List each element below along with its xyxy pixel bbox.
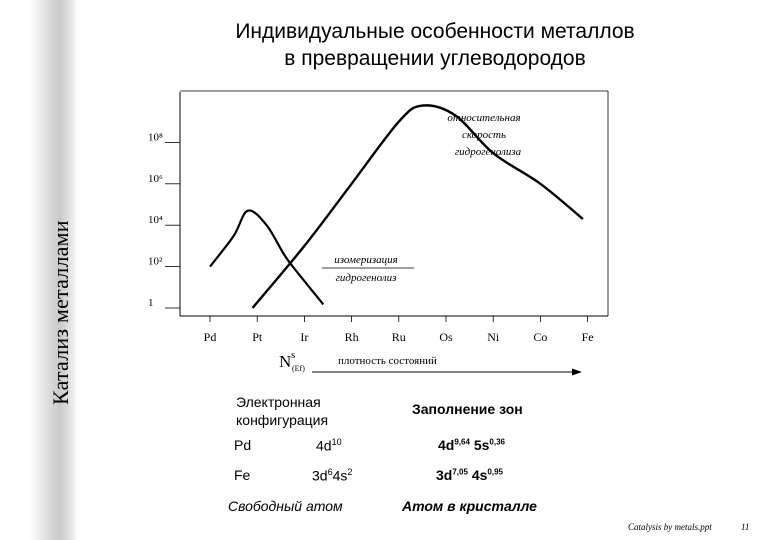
x-tick-label: Pd [204,330,217,344]
footer-page-number: 11 [741,522,750,532]
row-fe-element: Fe [234,467,251,483]
table-foot-free: Свободный атом [228,498,343,514]
x-tick-label: Co [533,330,547,344]
x-tick-label: Rh [345,330,359,344]
row-fe-free-occ-2: 2 [347,467,353,477]
x-tick-label: Ru [392,330,406,344]
x-tick-label: Os [439,330,453,344]
slide-title-line2: в превращении углеводородов [284,47,586,70]
y-tick-label: 10⁶ [148,173,163,185]
row-fe-crystal-a-occ: 7,05 [452,467,468,477]
x-tick-label: Ir [300,330,308,344]
footer-source: Catalysis by metals.ppt [628,522,712,532]
y-tick-label: 10⁸ [148,131,163,143]
label-ratio-bottom: гидрогенолиз [336,272,397,284]
table-head-left-1: Электронная [236,394,321,410]
row-fe-crystal-b: 4s [471,467,488,483]
label-rate-3: гидрогенолиза [455,146,522,158]
row-pd-crystal-a-occ: 9,64 [454,437,470,447]
x-axis-symbol-sup: s [291,349,295,361]
row-fe-crystal-a: 3d [436,467,453,483]
sidebar-gradient [0,0,78,540]
row-fe-free-occ-1: 6 [327,467,333,477]
table-head-left: Электронная конфигурация [236,393,328,429]
x-axis-symbol-sub: (Ef) [292,364,305,373]
x-axis-arrow-head [572,368,582,376]
row-fe-free: 3d64s2 [312,467,352,484]
series-ratio-line [209,209,325,306]
table-head-left-2: конфигурация [236,412,329,428]
row-pd-element: Pd [234,437,252,453]
table-foot-crystal: Атом в кристалле [402,498,537,514]
x-tick-label: Ni [487,330,500,344]
slide-title-line1: Индивидуальные особенности металлов [235,20,635,43]
label-ratio-top: изомеризация [334,254,398,266]
row-pd-crystal-b-occ: 0,36 [489,437,505,447]
row-pd-crystal-b: 5s [473,437,490,453]
sidebar-decoration: Катализ металлами [0,0,78,540]
y-tick-label: 10⁴ [148,214,163,226]
row-fe-free-orbital-1: 3d [312,467,328,484]
row-pd-free: 4d10 [316,437,342,454]
row-pd-crystal: 4d9,64 5s0,36 [438,437,505,453]
x-axis-label: плотность состояний [338,355,437,367]
y-tick-group: 10⁸ 10⁶ 10⁴ 10² 1 [148,131,180,309]
row-pd-crystal-a: 4d [438,437,455,453]
x-tick-group: Pd Pt Ir Rh Ru Os Ni Co Fe [204,316,594,344]
x-tick-label: Fe [582,330,594,344]
row-fe-free-orbital-2: 4s [332,467,348,484]
label-rate-2: скорость [462,129,506,141]
x-axis-symbol: N [279,352,291,371]
series-rate-line [251,104,584,309]
table-head-right: Заполнение зон [412,401,523,417]
x-tick-label: Pt [252,330,263,344]
y-tick-label: 1 [148,297,154,309]
row-pd-free-occupancy: 10 [331,437,342,447]
row-fe-crystal: 3d7,05 4s0,95 [436,467,503,483]
row-pd-free-orbital: 4d [316,437,332,454]
y-tick-label: 10² [148,256,163,268]
label-rate-1: относительная [447,112,520,124]
row-fe-crystal-b-occ: 0,95 [487,467,503,477]
